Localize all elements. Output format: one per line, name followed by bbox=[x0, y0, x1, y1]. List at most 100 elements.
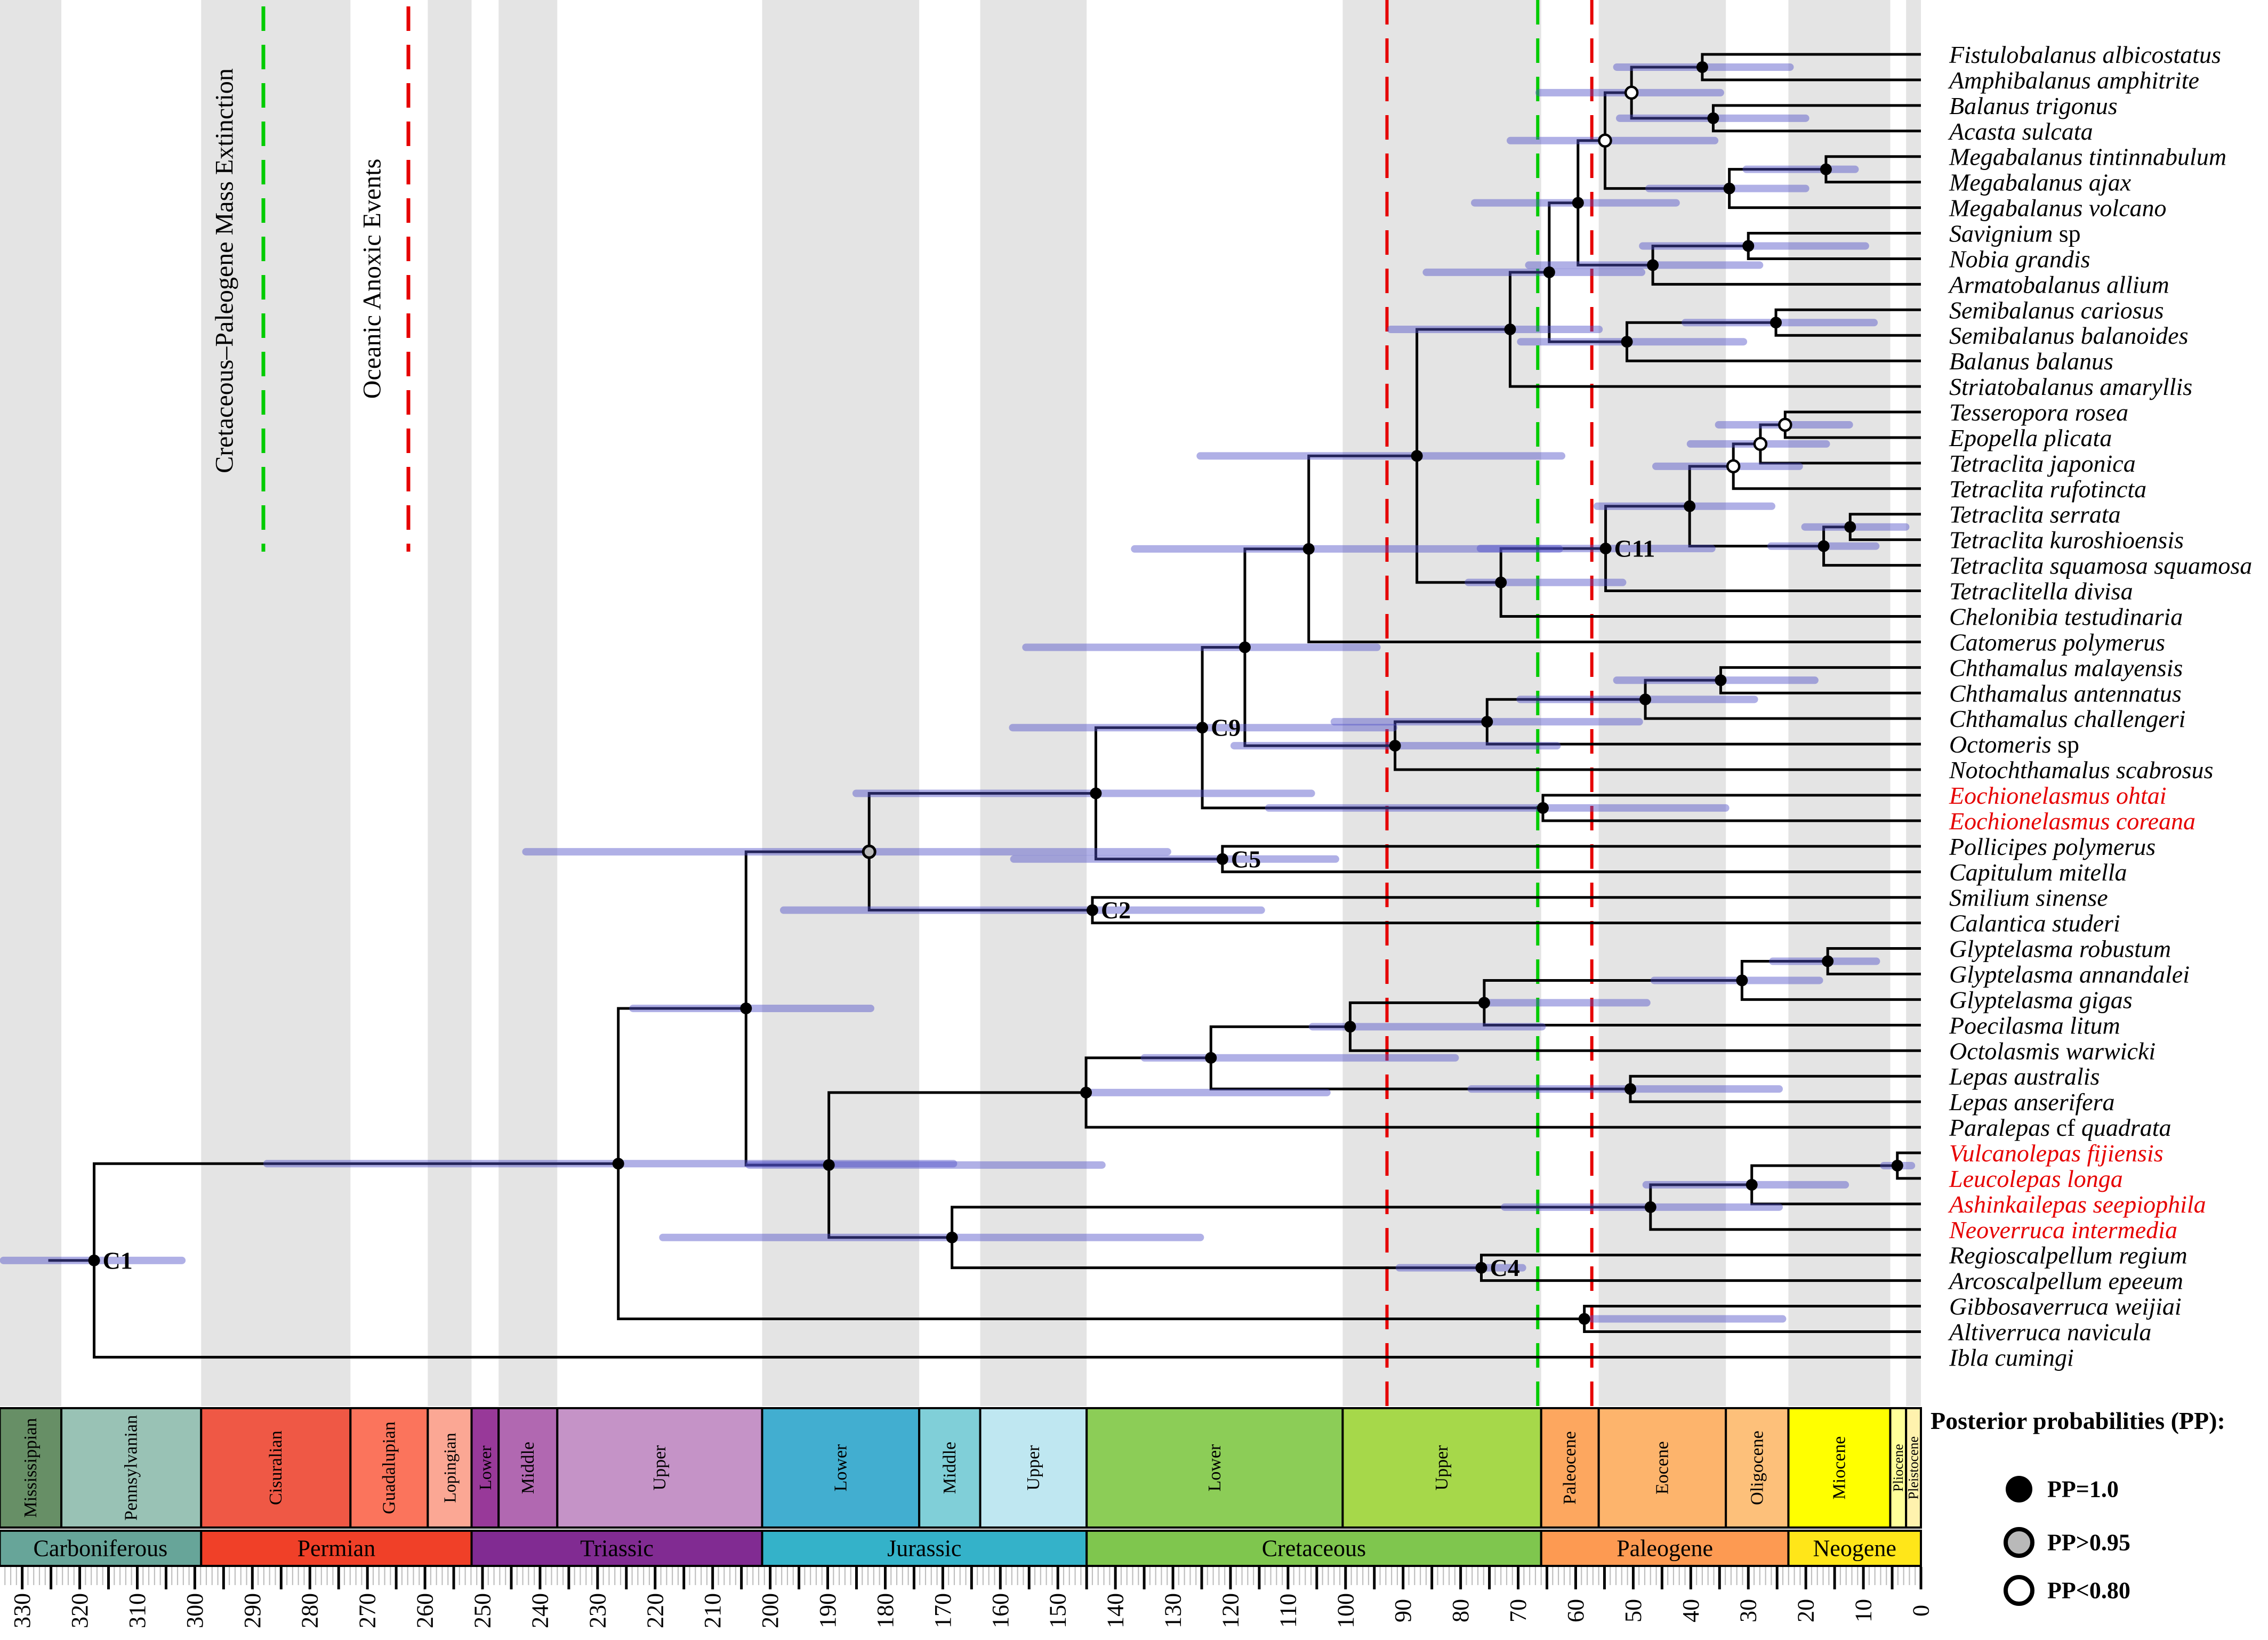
hpd-bar-VX bbox=[1501, 1203, 1783, 1211]
hpd-bar-F4 bbox=[1308, 1023, 1546, 1031]
tip-label: Arcoscalpellum epeeum bbox=[1948, 1267, 2183, 1294]
tip-label-segment: Acasta sulcata bbox=[1948, 117, 2093, 144]
tip-label-segment: Arcoscalpellum epeeum bbox=[1948, 1267, 2183, 1294]
node-pp-full-circle bbox=[1684, 500, 1696, 512]
epoch-label: Cisuralian bbox=[266, 1431, 286, 1505]
tip-label-segment: Megabalanus tintinnabulum bbox=[1949, 143, 2226, 170]
axis-tick-label: 170 bbox=[930, 1593, 956, 1628]
tip-label: Semibalanus balanoides bbox=[1949, 322, 2188, 349]
hpd-bar-W2 bbox=[659, 1233, 1204, 1241]
tip-label-segment: Tetraclitella divisa bbox=[1949, 577, 2133, 604]
event-lines bbox=[1385, 0, 1594, 1406]
tip-label-segment: Savignium bbox=[1949, 220, 2053, 247]
period-label: Permian bbox=[297, 1536, 376, 1562]
node-pp-lt80-circle bbox=[1726, 459, 1741, 474]
tip-label: Balanus trigonus bbox=[1949, 92, 2118, 119]
node-pp-full-circle bbox=[1621, 336, 1633, 348]
hpd-bar-F3 bbox=[1483, 999, 1651, 1007]
tip-label: Megabalanus volcano bbox=[1949, 194, 2167, 221]
kpg-sample-label: Cretaceous–Paleogene Mass Extinction bbox=[211, 68, 239, 473]
tip-label: Tetraclita squamosa squamosa bbox=[1949, 552, 2252, 579]
tip-label: Glyptelasma annandalei bbox=[1949, 960, 2190, 988]
hpd-bar-S bbox=[852, 789, 1315, 797]
axis-tick-label: 260 bbox=[412, 1593, 438, 1628]
node-pp-full-circle bbox=[1478, 997, 1490, 1009]
tip-label: Chthamalus antennatus bbox=[1949, 680, 2182, 707]
axis-tick-label: 180 bbox=[872, 1593, 898, 1628]
tip-label-segment: cf bbox=[2050, 1114, 2081, 1141]
node-pp-full-circle bbox=[1344, 1021, 1356, 1033]
node-pp-full-circle bbox=[1746, 1178, 1758, 1191]
tip-label-segment: Eochionelasmus coreana bbox=[1949, 807, 2195, 834]
axis-tick-label: 270 bbox=[355, 1593, 381, 1628]
node-pp-full-circle bbox=[1475, 1262, 1487, 1274]
hpd-bar-Q bbox=[1131, 545, 1563, 553]
pp-1.0-icon bbox=[2006, 1476, 2032, 1502]
axis-tick-label: 320 bbox=[67, 1593, 93, 1628]
tip-label: Notochthamalus scabrosus bbox=[1949, 756, 2213, 783]
tip-label-segment: Tetraclita squamosa squamosa bbox=[1949, 552, 2252, 579]
axis-tick-label: 0 bbox=[1908, 1605, 1934, 1617]
node-pp-gt95-circle bbox=[862, 844, 876, 859]
tip-label: Megabalanus ajax bbox=[1949, 168, 2132, 196]
tip-label-segment: Vulcanolepas fijiensis bbox=[1949, 1139, 2164, 1166]
clade-label-C11: C11 bbox=[1614, 535, 1655, 562]
hpd-bar-C4 bbox=[1395, 1264, 1526, 1272]
tip-label: Vulcanolepas fijiensis bbox=[1949, 1139, 2164, 1166]
clade-label-C9: C9 bbox=[1211, 714, 1241, 741]
tip-label: Tetraclita serrata bbox=[1949, 500, 2121, 528]
epoch-label: Upper bbox=[1432, 1445, 1452, 1491]
epoch-box bbox=[556, 1407, 763, 1529]
clade-label-C4: C4 bbox=[1490, 1254, 1519, 1281]
period-label: Cretaceous bbox=[1262, 1536, 1366, 1562]
axis-tick-label: 140 bbox=[1103, 1593, 1129, 1628]
period-box bbox=[200, 1530, 473, 1567]
axis-tick-label: 250 bbox=[470, 1593, 496, 1628]
epoch-box bbox=[349, 1407, 429, 1529]
tip-label-segment: Chelonibia testudinaria bbox=[1949, 603, 2183, 630]
epoch-box bbox=[1085, 1407, 1344, 1529]
hpd-bar-X bbox=[263, 1160, 958, 1168]
tip-label-segment: Striatobalanus amaryllis bbox=[1949, 373, 2192, 400]
node-pp-full-circle bbox=[1504, 323, 1516, 335]
tip-label: Semibalanus cariosus bbox=[1949, 296, 2164, 324]
event-line-key: Cretaceous–Paleogene Mass Extinction Ocea… bbox=[211, 6, 411, 552]
node-pp-full-circle bbox=[1707, 112, 1719, 124]
hpd-bar-P bbox=[1022, 643, 1381, 651]
hpd-bar-CH2 bbox=[1516, 696, 1758, 704]
axis-tick-label: 40 bbox=[1678, 1599, 1704, 1622]
tip-label: Chthamalus challengeri bbox=[1949, 705, 2185, 732]
tip-label-segment: Megabalanus ajax bbox=[1949, 168, 2132, 196]
tip-label-segment: Paralepas bbox=[1949, 1114, 2050, 1141]
axis-tick-label: 240 bbox=[527, 1593, 553, 1628]
node-pp-full-circle bbox=[946, 1231, 958, 1243]
tip-label-segment: sp bbox=[2053, 220, 2080, 247]
tip-label-segment: Balanus trigonus bbox=[1949, 92, 2118, 119]
node-pp-lt80-circle bbox=[1624, 85, 1639, 100]
period-box bbox=[1787, 1530, 1922, 1567]
epoch-label: Mississippian bbox=[21, 1418, 41, 1517]
node-pp-full-circle bbox=[1302, 543, 1315, 555]
pp-gt95-icon bbox=[2004, 1527, 2034, 1558]
tip-label: Epopella plicata bbox=[1949, 424, 2112, 451]
node-pp-full-circle bbox=[1723, 182, 1735, 195]
tip-label: Ibla cumingi bbox=[1949, 1344, 2074, 1371]
tip-label-segment: Epopella plicata bbox=[1949, 424, 2112, 451]
epoch-box bbox=[470, 1407, 500, 1529]
node-pp-full-circle bbox=[1715, 674, 1727, 686]
tip-label: Chelonibia testudinaria bbox=[1949, 603, 2183, 630]
hpd-bar-B12 bbox=[1422, 268, 1646, 276]
tip-label-segment: Smilium sinense bbox=[1949, 884, 2108, 911]
node-pp-full-circle bbox=[1644, 1201, 1656, 1213]
epoch-box bbox=[1905, 1407, 1923, 1529]
hpd-bar-VA bbox=[1642, 1181, 1849, 1189]
tip-label-segment: Leucolepas longa bbox=[1949, 1165, 2123, 1192]
epoch-stripe bbox=[762, 0, 920, 1406]
axis-tick-label: 190 bbox=[815, 1593, 841, 1628]
epoch-label: Pliocene bbox=[1891, 1444, 1906, 1492]
epoch-label: Lower bbox=[476, 1445, 495, 1490]
node-pp-full-circle bbox=[1238, 641, 1251, 653]
node-pp-full-circle bbox=[1599, 543, 1612, 555]
